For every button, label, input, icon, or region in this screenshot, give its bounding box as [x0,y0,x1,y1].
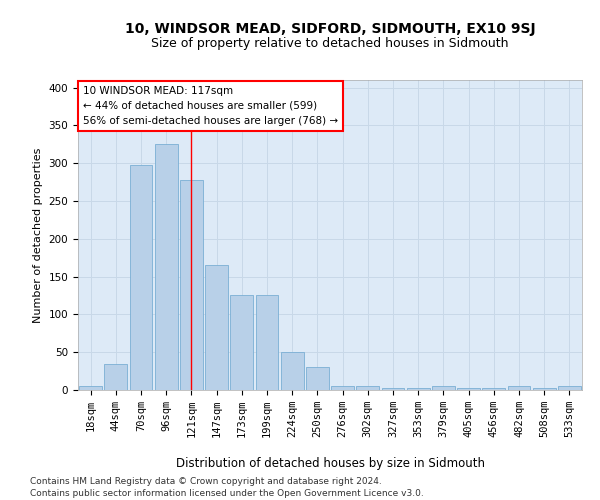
Bar [155,144,178,390]
Bar [482,388,505,390]
Text: Size of property relative to detached houses in Sidmouth: Size of property relative to detached ho… [151,38,509,51]
Bar [205,265,228,390]
Bar [558,386,581,390]
Bar [130,164,152,390]
Text: Contains public sector information licensed under the Open Government Licence v3: Contains public sector information licen… [30,489,424,498]
Bar [230,296,253,390]
Text: 10, WINDSOR MEAD, SIDFORD, SIDMOUTH, EX10 9SJ: 10, WINDSOR MEAD, SIDFORD, SIDMOUTH, EX1… [125,22,535,36]
Bar [79,386,102,390]
Text: Distribution of detached houses by size in Sidmouth: Distribution of detached houses by size … [176,458,485,470]
Bar [407,388,430,390]
Bar [331,386,354,390]
Bar [306,368,329,390]
Text: Contains HM Land Registry data © Crown copyright and database right 2024.: Contains HM Land Registry data © Crown c… [30,478,382,486]
Bar [281,352,304,390]
Text: 10 WINDSOR MEAD: 117sqm
← 44% of detached houses are smaller (599)
56% of semi-d: 10 WINDSOR MEAD: 117sqm ← 44% of detache… [83,86,338,126]
Bar [356,386,379,390]
Bar [508,386,530,390]
Bar [457,388,480,390]
Bar [180,180,203,390]
Bar [104,364,127,390]
Bar [256,296,278,390]
Y-axis label: Number of detached properties: Number of detached properties [33,148,43,322]
Bar [533,388,556,390]
Bar [432,386,455,390]
Bar [382,388,404,390]
